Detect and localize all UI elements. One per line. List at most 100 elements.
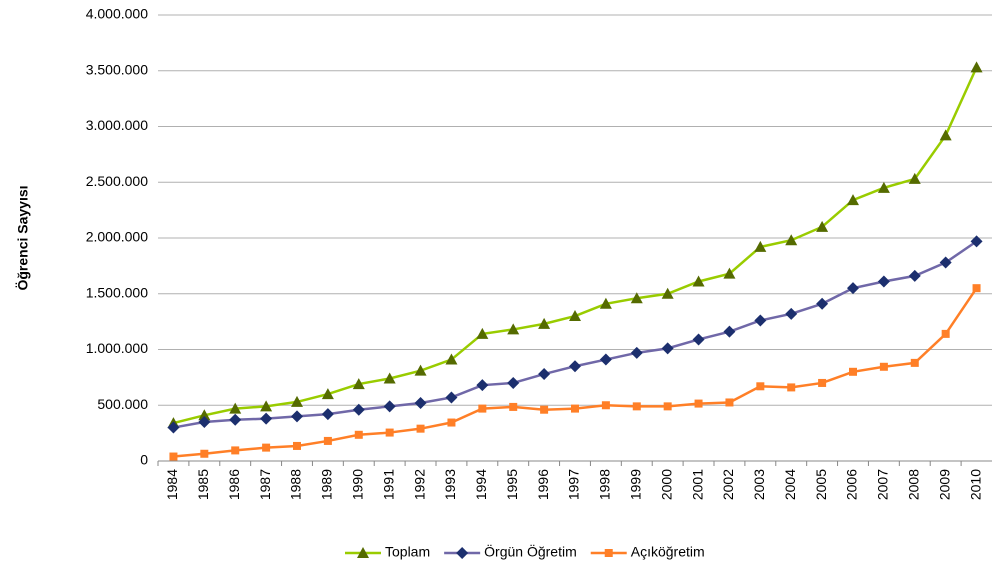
legend-label: Toplam [385, 544, 430, 560]
marker [601, 401, 610, 410]
marker [540, 405, 549, 414]
marker [478, 404, 487, 413]
y-tick-label: 2.500.000 [86, 173, 148, 189]
x-tick-label: 1994 [473, 469, 489, 500]
marker [476, 327, 489, 339]
legend-label: Açıköğretim [631, 544, 705, 560]
y-axis-label: Öğrenci Sayyısı [15, 185, 31, 290]
x-tick-label: 2010 [967, 469, 983, 500]
marker [445, 353, 458, 365]
marker [538, 317, 551, 329]
x-tick-label: 1992 [411, 469, 427, 500]
x-tick-label: 1986 [226, 469, 242, 500]
marker [321, 408, 334, 421]
marker [447, 418, 456, 427]
marker [599, 297, 612, 309]
x-tick-label: 2001 [689, 469, 705, 500]
marker [723, 267, 736, 279]
x-tick-label: 1999 [627, 469, 643, 500]
x-tick-label: 2003 [751, 469, 767, 500]
marker [260, 400, 273, 412]
marker [787, 383, 796, 392]
x-tick-label: 1996 [535, 469, 551, 500]
marker [323, 436, 332, 445]
marker [569, 360, 581, 373]
x-tick-label: 2005 [813, 469, 829, 500]
x-tick-label: 2002 [720, 469, 736, 500]
marker [509, 402, 518, 411]
marker [229, 402, 242, 414]
x-tick-label: 1984 [164, 469, 180, 500]
x-tick-label: 1989 [319, 469, 335, 500]
x-tick-label: 2000 [658, 469, 674, 500]
marker [262, 443, 271, 452]
legend-marker [604, 549, 613, 557]
series-line [173, 240, 978, 429]
y-tick-label: 1.500.000 [86, 284, 148, 300]
marker [538, 368, 551, 381]
marker [507, 376, 520, 389]
marker [200, 449, 209, 458]
x-tick-label: 2004 [782, 469, 798, 500]
y-tick-label: 3.000.000 [86, 117, 148, 133]
marker [229, 413, 242, 426]
marker [908, 172, 921, 184]
marker [939, 129, 952, 141]
marker [879, 362, 888, 371]
marker [756, 382, 765, 391]
x-tick-label: 1998 [597, 469, 613, 500]
x-tick-label: 2009 [936, 469, 952, 500]
marker [941, 329, 950, 338]
marker [321, 388, 334, 400]
marker [476, 379, 489, 392]
y-tick-label: 0 [140, 452, 148, 468]
marker [167, 421, 180, 434]
marker [352, 378, 365, 390]
x-tick-label: 2008 [905, 469, 921, 500]
x-tick-label: 1988 [288, 469, 304, 500]
marker [877, 275, 890, 288]
marker [198, 409, 211, 421]
marker [383, 400, 396, 413]
marker [354, 430, 363, 439]
marker [972, 284, 981, 293]
marker [661, 342, 674, 355]
x-tick-label: 2007 [875, 469, 891, 500]
marker [291, 410, 303, 423]
marker [816, 220, 829, 232]
marker [293, 441, 301, 450]
marker [847, 194, 859, 206]
x-tick-label: 1987 [257, 469, 273, 500]
y-tick-label: 4.000.000 [86, 6, 148, 22]
marker [694, 399, 703, 408]
marker [723, 325, 736, 338]
marker [414, 364, 427, 376]
marker [785, 307, 798, 320]
marker [416, 424, 425, 433]
marker [169, 452, 178, 461]
y-tick-label: 2.000.000 [86, 229, 148, 245]
marker [445, 391, 458, 404]
legend-marker [456, 547, 469, 559]
marker [754, 314, 767, 327]
marker [383, 372, 396, 384]
marker [970, 61, 983, 73]
marker [291, 395, 303, 407]
x-tick-label: 1997 [566, 469, 582, 500]
marker [414, 397, 427, 410]
legend-marker [357, 547, 369, 558]
marker [260, 412, 273, 425]
y-tick-label: 1.000.000 [86, 340, 148, 356]
marker [507, 323, 520, 335]
marker [970, 235, 983, 248]
marker [818, 378, 827, 387]
marker [910, 358, 919, 367]
marker [692, 275, 705, 287]
marker [231, 446, 240, 455]
marker [198, 415, 211, 428]
marker [630, 292, 643, 304]
marker [630, 346, 643, 359]
marker [816, 297, 829, 310]
